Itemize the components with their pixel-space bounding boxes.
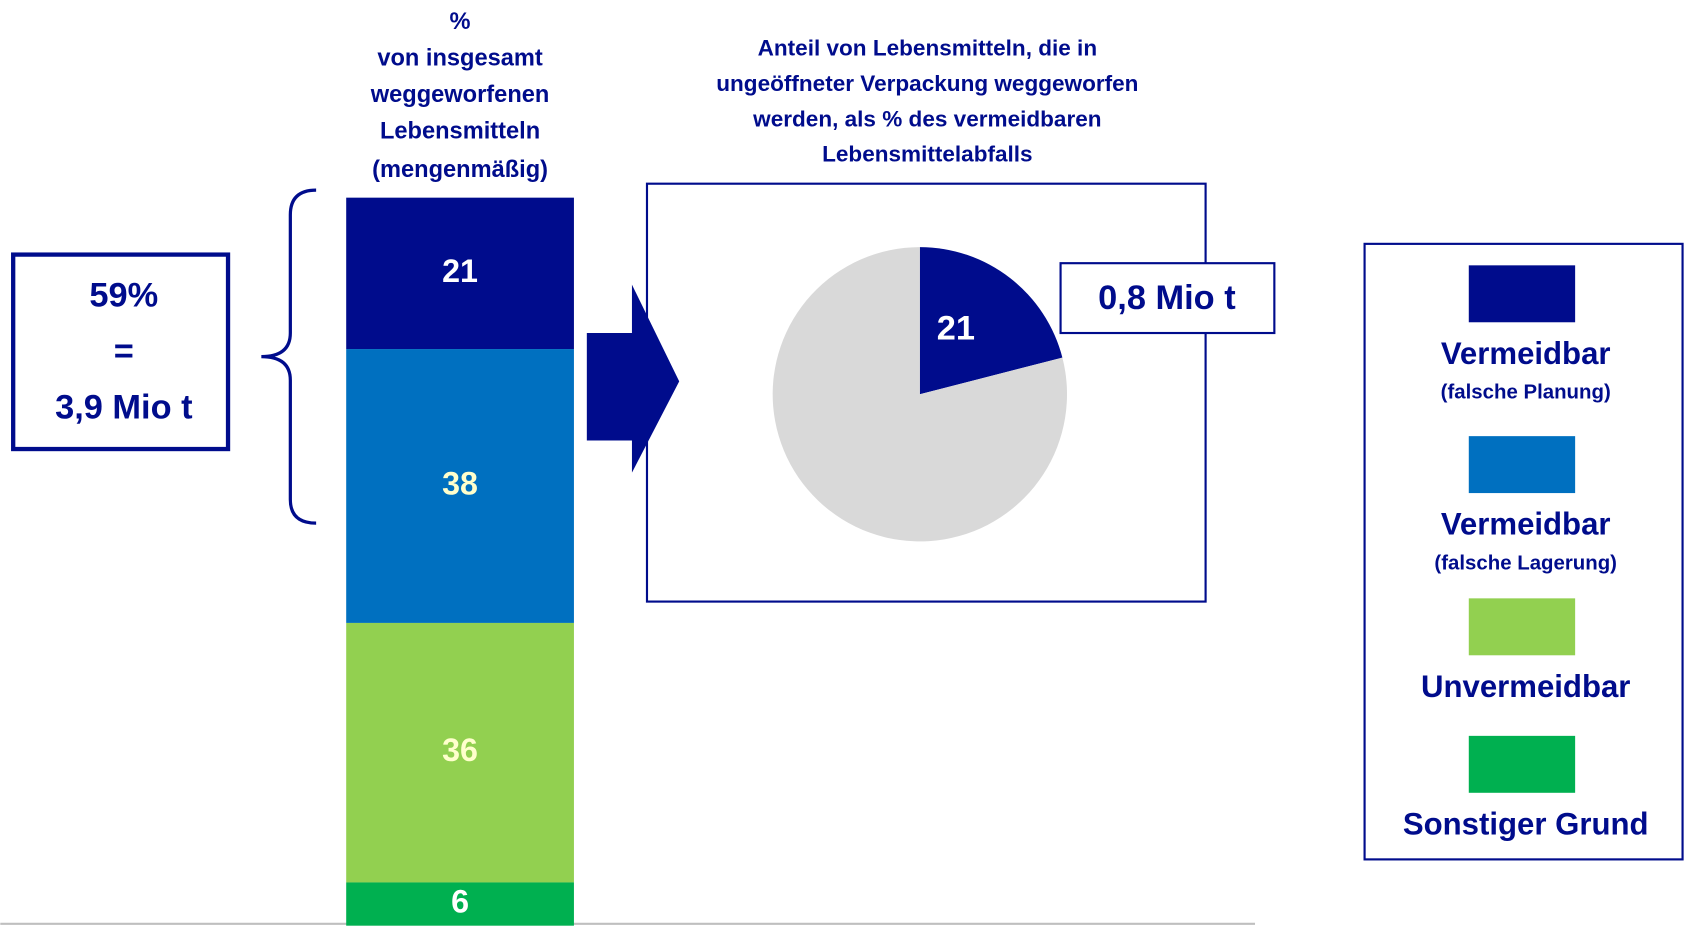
data-label: 21 xyxy=(442,253,478,289)
legend-label: Unvermeidbar xyxy=(1421,669,1630,704)
data-label: 6 xyxy=(451,884,469,920)
legend-box xyxy=(1363,242,1684,861)
pie-slice xyxy=(772,247,1068,542)
pie-title: werden, als % des vermeidbaren xyxy=(752,106,1101,131)
bar-segment xyxy=(346,349,574,623)
legend-label: Vermeidbar xyxy=(1441,507,1611,542)
pie-title: ungeöffneter Verpackung weggeworfen xyxy=(716,71,1138,96)
legend-swatch xyxy=(1468,598,1576,656)
annotation: = xyxy=(114,333,134,371)
legend-swatch xyxy=(1468,735,1576,793)
bar-title: weggeworfenen xyxy=(370,82,550,108)
annotation: 3,9 Mio t xyxy=(55,388,193,426)
legend-swatch xyxy=(1468,265,1576,323)
annotation-box xyxy=(1059,262,1276,335)
pie-box xyxy=(645,182,1207,603)
legend-note: (falsche Planung) xyxy=(1441,382,1611,404)
pie-title: Anteil von Lebensmitteln, die in xyxy=(758,35,1098,60)
bar-title: Lebensmitteln xyxy=(380,118,540,144)
bar-segment xyxy=(346,197,574,350)
legend-note: (falsche Lagerung) xyxy=(1434,552,1617,574)
legend-label: Vermeidbar xyxy=(1441,336,1611,371)
bar-subtitle: (mengenmäßig) xyxy=(372,157,548,183)
annotation: 59% xyxy=(89,277,158,315)
legend-label: Sonstiger Grund xyxy=(1403,806,1649,841)
pie-title: Lebensmittelabfalls xyxy=(822,142,1033,167)
data-label: 21 xyxy=(937,309,975,347)
data-label: 38 xyxy=(442,466,478,502)
annotation-box xyxy=(11,252,231,452)
bar-title: von insgesamt xyxy=(377,45,543,71)
bar-title: % xyxy=(450,9,471,35)
legend-swatch xyxy=(1468,436,1576,494)
bar-segment xyxy=(346,882,574,926)
bar-segment xyxy=(346,622,574,883)
bracket xyxy=(261,188,317,525)
arrow xyxy=(586,284,680,473)
pie-slice xyxy=(919,247,1063,395)
annotation: 0,8 Mio t xyxy=(1098,279,1236,317)
data-label: 36 xyxy=(442,732,478,768)
